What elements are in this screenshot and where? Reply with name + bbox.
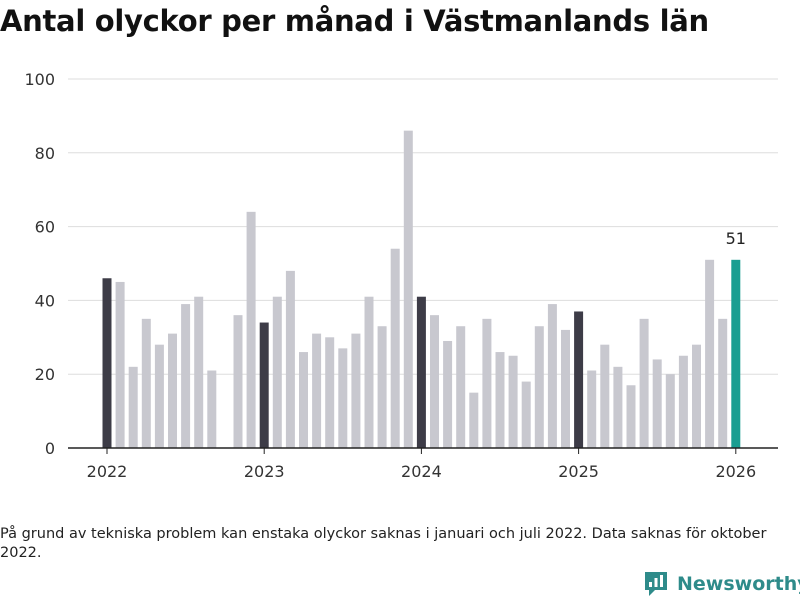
y-tick-label: 20: [35, 365, 55, 384]
data-labels: 51: [726, 229, 746, 248]
bar: [469, 392, 479, 448]
bar: [652, 359, 662, 448]
bar: [338, 348, 348, 448]
bar: [259, 322, 269, 448]
footnote: På grund av tekniska problem kan enstaka…: [0, 526, 767, 561]
bar: [705, 259, 715, 448]
data-label-latest: 51: [726, 229, 746, 248]
bar: [325, 337, 335, 448]
bar: [456, 326, 466, 448]
newsworthy-brand[interactable]: Newsworthy: [643, 570, 800, 598]
bar: [364, 296, 374, 448]
bar: [626, 385, 636, 448]
bar: [574, 311, 584, 448]
bar: [443, 340, 453, 448]
bar: [168, 333, 177, 448]
bar: [561, 329, 570, 448]
bar: [285, 270, 295, 448]
bar: [521, 381, 531, 448]
bar: [115, 281, 125, 448]
bar: [731, 259, 741, 448]
bar: [312, 333, 322, 448]
bar: [207, 370, 217, 448]
bar: [482, 318, 492, 448]
bar: [377, 326, 387, 448]
x-tick-label: 2022: [87, 462, 128, 481]
brand-name: Newsworthy: [677, 573, 800, 595]
bar: [613, 366, 623, 448]
bar: [639, 318, 649, 448]
bar: [692, 344, 701, 448]
bar: [534, 326, 544, 448]
bar: [390, 248, 400, 448]
y-tick-label: 0: [45, 439, 55, 458]
x-tick-label: 2025: [558, 462, 599, 481]
newsworthy-logo-icon: [645, 572, 667, 596]
bar: [299, 352, 308, 448]
bar: [181, 304, 191, 448]
y-tick-label: 100: [24, 70, 55, 89]
bar: [246, 211, 256, 448]
bar: [718, 318, 728, 448]
bar: [600, 344, 610, 448]
x-tick-label: 2024: [401, 462, 442, 481]
bar-chart: 0 20 40 60 80 100 2022 2023 2024 2025 2026 51: [24, 70, 778, 481]
bar: [351, 333, 361, 448]
bar: [547, 304, 557, 448]
chart-title: Antal olyckor per månad i Västmanlands l…: [0, 4, 709, 38]
y-axis-ticks: 0 20 40 60 80 100: [24, 70, 55, 458]
bar: [678, 355, 688, 448]
bar: [587, 370, 597, 448]
bars: [102, 130, 741, 448]
bar: [430, 315, 439, 448]
bar: [272, 296, 282, 448]
bar: [495, 352, 505, 448]
y-tick-label: 60: [35, 218, 55, 237]
bar: [194, 296, 204, 448]
bar: [508, 355, 518, 448]
bar: [154, 344, 164, 448]
x-tick-label: 2026: [715, 462, 756, 481]
x-tick-label: 2023: [244, 462, 285, 481]
bar: [416, 296, 426, 448]
bar: [102, 278, 112, 448]
y-tick-label: 80: [35, 144, 55, 163]
x-axis-ticks: 2022 2023 2024 2025 2026: [87, 448, 756, 481]
bar: [233, 315, 243, 448]
bar: [128, 366, 138, 448]
bar: [665, 374, 675, 448]
y-tick-label: 40: [35, 291, 55, 310]
bar: [403, 130, 413, 448]
bar: [141, 318, 151, 448]
